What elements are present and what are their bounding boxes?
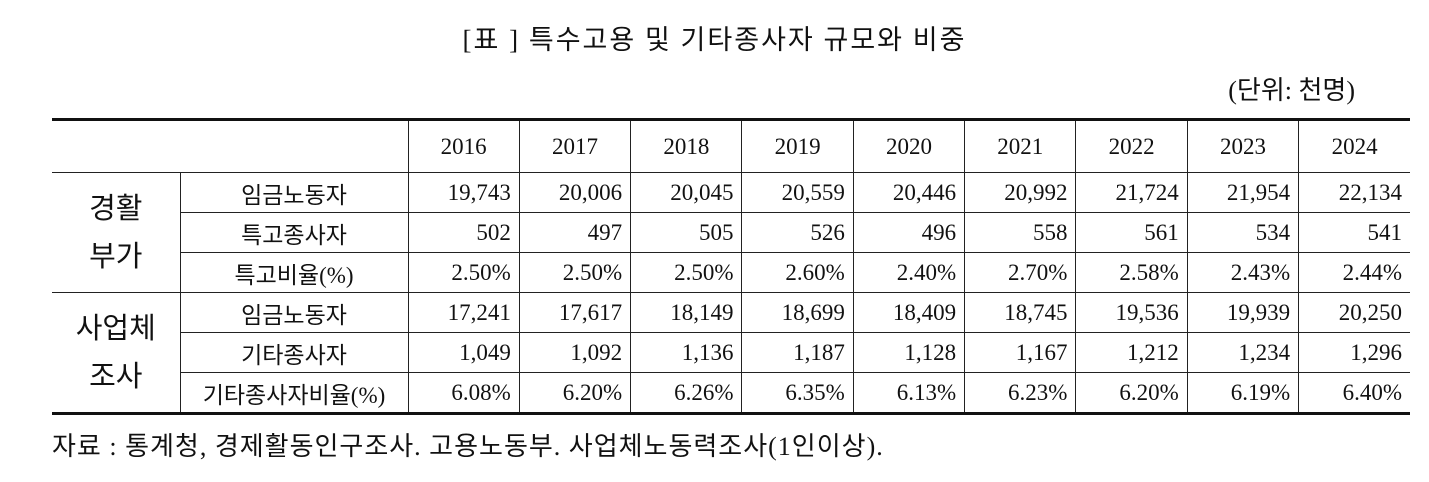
- value-cell: 2.40%: [852, 252, 966, 293]
- value-cell: 2.43%: [1186, 252, 1300, 293]
- year-header: 2017: [518, 118, 632, 173]
- header-row: 2016 2017 2018 2019 2020 2021 2022 2023 2024: [52, 118, 1410, 173]
- row-label: 기타종사자비율(%): [179, 372, 409, 415]
- value-cell: 19,939: [1186, 292, 1300, 333]
- value-cell: 19,743: [407, 172, 520, 213]
- value-cell: 2.50%: [407, 252, 520, 293]
- year-header: 2021: [964, 118, 1077, 173]
- row-label: 임금노동자: [179, 292, 409, 333]
- value-cell: 2.50%: [630, 252, 743, 293]
- year-header: 2022: [1075, 118, 1188, 173]
- value-cell: 2.70%: [964, 252, 1077, 293]
- data-row: 기타종사자비율(%) 6.08% 6.20% 6.26% 6.35% 6.13% 6.23%…: [52, 372, 1410, 415]
- value-cell: 6.26%: [630, 372, 743, 415]
- table-title: [표 ] 특수고용 및 기타종사자 규모와 비중: [462, 25, 967, 55]
- value-cell: 20,446: [852, 172, 966, 213]
- value-cell: 17,241: [407, 292, 520, 333]
- data-row: 사업체 조사 임금노동자 17,241 17,617 18,149 18,699 18,409…: [52, 292, 1410, 415]
- value-cell: 1,167: [964, 332, 1077, 373]
- corner-cell: [52, 118, 409, 173]
- value-cell: 20,006: [518, 172, 632, 213]
- value-cell: 20,992: [964, 172, 1077, 213]
- value-cell: 2.50%: [518, 252, 632, 293]
- value-cell: 1,187: [741, 332, 854, 373]
- year-header: 2018: [630, 118, 743, 173]
- value-cell: 6.20%: [518, 372, 632, 415]
- value-cell: 6.08%: [407, 372, 520, 415]
- value-cell: 496: [852, 212, 966, 253]
- value-cell: 6.13%: [852, 372, 966, 415]
- value-cell: 1,092: [518, 332, 632, 373]
- value-cell: 20,559: [741, 172, 854, 213]
- year-header: 2020: [852, 118, 966, 173]
- value-cell: 497: [518, 212, 632, 253]
- year-header: 2016: [407, 118, 520, 173]
- value-cell: 20,250: [1298, 292, 1410, 333]
- group-label-line: 경활: [89, 192, 143, 225]
- value-cell: 18,699: [741, 292, 854, 333]
- value-cell: 1,049: [407, 332, 520, 373]
- data-row: 특고비율(%) 2.50% 2.50% 2.50% 2.60% 2.40% 2.70% 2.5…: [52, 252, 1410, 293]
- value-cell: 21,724: [1075, 172, 1188, 213]
- row-label: 특고비율(%): [179, 252, 409, 293]
- data-row: 경활 부가 임금노동자 19,743 20,006 20,045 20,559 20,446 2…: [52, 172, 1410, 293]
- year-header: 2023: [1186, 118, 1300, 173]
- value-cell: 505: [630, 212, 743, 253]
- value-cell: 1,136: [630, 332, 743, 373]
- value-cell: 1,296: [1298, 332, 1410, 373]
- value-cell: 6.20%: [1075, 372, 1188, 415]
- row-label: 특고종사자: [179, 212, 409, 253]
- value-cell: 18,745: [964, 292, 1077, 333]
- source-note: 자료 : 통계청, 경제활동인구조사. 고용노동부. 사업체노동력조사(1인이상…: [52, 432, 884, 461]
- value-cell: 558: [964, 212, 1077, 253]
- value-cell: 1,128: [852, 332, 966, 373]
- value-cell: 21,954: [1186, 172, 1300, 213]
- value-cell: 2.60%: [741, 252, 854, 293]
- value-cell: 17,617: [518, 292, 632, 333]
- value-cell: 1,212: [1075, 332, 1188, 373]
- value-cell: 22,134: [1298, 172, 1410, 213]
- value-cell: 18,409: [852, 292, 966, 333]
- row-label: 기타종사자: [179, 332, 409, 373]
- value-cell: 6.40%: [1298, 372, 1410, 415]
- data-row: 특고종사자 502 497 505 526 496 558 561 534 541: [52, 212, 1410, 253]
- data-table: 2016 2017 2018 2019 2020 2021 2022 2023 2024 경활 부가…: [52, 118, 1410, 415]
- value-cell: 6.23%: [964, 372, 1077, 415]
- value-cell: 526: [741, 212, 854, 253]
- value-cell: 2.58%: [1075, 252, 1188, 293]
- group-label-line: 부가: [89, 240, 143, 273]
- value-cell: 6.19%: [1186, 372, 1300, 415]
- value-cell: 534: [1186, 212, 1300, 253]
- value-cell: 19,536: [1075, 292, 1188, 333]
- data-row: 기타종사자 1,049 1,092 1,136 1,187 1,128 1,167 1,212…: [52, 332, 1410, 373]
- unit-label: (단위: 천명): [1228, 76, 1355, 105]
- value-cell: 18,149: [630, 292, 743, 333]
- year-header: 2019: [741, 118, 854, 173]
- group-label-line: 조사: [89, 360, 143, 393]
- value-cell: 6.35%: [741, 372, 854, 415]
- value-cell: 20,045: [630, 172, 743, 213]
- value-cell: 541: [1298, 212, 1410, 253]
- row-label: 임금노동자: [179, 172, 409, 213]
- value-cell: 561: [1075, 212, 1188, 253]
- value-cell: 1,234: [1186, 332, 1300, 373]
- group-label-line: 사업체: [75, 312, 156, 345]
- value-cell: 2.44%: [1298, 252, 1410, 293]
- value-cell: 502: [407, 212, 520, 253]
- year-header: 2024: [1298, 118, 1410, 173]
